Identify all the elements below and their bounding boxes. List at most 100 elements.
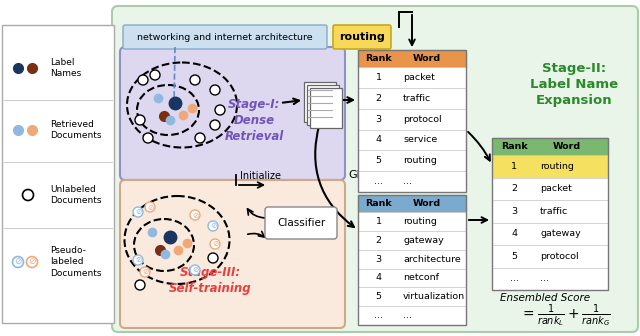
Text: Rank: Rank (500, 142, 527, 151)
Text: 3: 3 (376, 255, 381, 263)
Text: Stage-I:
Dense
Retrieval: Stage-I: Dense Retrieval (225, 98, 284, 143)
Text: 5: 5 (376, 156, 381, 165)
Text: Unlabeled
Documents: Unlabeled Documents (50, 185, 102, 205)
Text: Retrieved
Documents: Retrieved Documents (50, 120, 102, 140)
Text: ⊘: ⊘ (28, 257, 36, 266)
Text: 4: 4 (376, 135, 381, 144)
FancyBboxPatch shape (358, 109, 466, 129)
Circle shape (210, 85, 220, 95)
FancyBboxPatch shape (307, 85, 339, 125)
Text: ⊘: ⊘ (210, 221, 216, 230)
Text: 3: 3 (376, 115, 381, 124)
Text: Stage-II:
Label Name
Expansion: Stage-II: Label Name Expansion (530, 62, 618, 107)
Circle shape (190, 210, 200, 220)
FancyBboxPatch shape (358, 268, 466, 287)
Text: Rank: Rank (365, 199, 392, 208)
Text: 1: 1 (376, 73, 381, 82)
Text: 5: 5 (511, 252, 517, 261)
Text: Ensembled Score: Ensembled Score (500, 293, 590, 303)
Circle shape (143, 133, 153, 143)
Text: $= \frac{1}{rank_L} + \frac{1}{rank_G}$: $= \frac{1}{rank_L} + \frac{1}{rank_G}$ (520, 303, 611, 329)
Text: protocol: protocol (403, 115, 442, 124)
Text: 4: 4 (511, 229, 517, 238)
FancyBboxPatch shape (265, 207, 337, 239)
Circle shape (210, 239, 220, 249)
Text: 1: 1 (376, 217, 381, 226)
FancyBboxPatch shape (358, 212, 466, 231)
Circle shape (133, 207, 143, 217)
Text: ⊘: ⊘ (192, 265, 198, 275)
Circle shape (135, 115, 145, 125)
Text: ...: ... (403, 311, 412, 320)
Text: ⊘: ⊘ (212, 240, 218, 249)
Text: ...: ... (374, 311, 383, 320)
FancyBboxPatch shape (358, 67, 466, 88)
Text: architecture: architecture (403, 255, 461, 263)
Circle shape (13, 256, 24, 267)
FancyBboxPatch shape (492, 177, 608, 200)
FancyBboxPatch shape (492, 267, 608, 290)
Text: ⊘: ⊘ (192, 210, 198, 219)
FancyBboxPatch shape (358, 195, 466, 212)
Text: routing: routing (339, 32, 385, 42)
Text: service: service (403, 135, 437, 144)
Circle shape (190, 265, 200, 275)
Text: ⊘: ⊘ (147, 203, 153, 211)
Text: gateway: gateway (403, 236, 444, 245)
FancyBboxPatch shape (492, 155, 608, 177)
Text: ...: ... (403, 177, 412, 186)
FancyBboxPatch shape (492, 245, 608, 267)
Text: Global: Global (348, 170, 383, 180)
FancyBboxPatch shape (112, 6, 638, 332)
Text: 4: 4 (376, 274, 381, 283)
Circle shape (190, 75, 200, 85)
FancyBboxPatch shape (492, 138, 608, 155)
FancyBboxPatch shape (358, 50, 466, 67)
FancyBboxPatch shape (358, 306, 466, 325)
Circle shape (133, 255, 143, 265)
Circle shape (150, 70, 160, 80)
FancyBboxPatch shape (120, 180, 345, 328)
FancyBboxPatch shape (2, 25, 114, 323)
FancyBboxPatch shape (358, 250, 466, 268)
Circle shape (135, 280, 145, 290)
Text: packet: packet (540, 184, 572, 193)
FancyBboxPatch shape (358, 129, 466, 150)
Circle shape (145, 202, 155, 212)
Text: Word: Word (413, 199, 441, 208)
Circle shape (208, 253, 218, 263)
FancyBboxPatch shape (358, 231, 466, 250)
FancyBboxPatch shape (120, 47, 345, 180)
Text: Label
Names: Label Names (50, 58, 81, 78)
FancyBboxPatch shape (492, 222, 608, 245)
Text: routing: routing (540, 162, 574, 171)
Text: 2: 2 (376, 94, 381, 103)
Text: Classifier: Classifier (277, 218, 325, 228)
Text: 2: 2 (376, 236, 381, 245)
FancyBboxPatch shape (358, 150, 466, 171)
Text: 2: 2 (511, 184, 517, 193)
FancyBboxPatch shape (123, 25, 327, 49)
Text: Word: Word (413, 54, 441, 63)
Text: virtualization: virtualization (403, 292, 465, 301)
Text: traffic: traffic (540, 207, 568, 216)
Text: 3: 3 (511, 207, 517, 216)
Text: netconf: netconf (403, 274, 439, 283)
Text: ...: ... (374, 177, 383, 186)
Text: Word: Word (552, 142, 580, 151)
Circle shape (195, 133, 205, 143)
Text: Rank: Rank (365, 54, 392, 63)
Circle shape (26, 256, 38, 267)
Text: ⊘: ⊘ (14, 257, 22, 266)
Text: ⊘: ⊘ (135, 255, 141, 264)
Text: protocol: protocol (540, 252, 579, 261)
FancyBboxPatch shape (358, 88, 466, 109)
FancyBboxPatch shape (310, 88, 342, 128)
Text: ⊘: ⊘ (142, 267, 148, 277)
Circle shape (208, 221, 218, 231)
Text: Local: Local (370, 88, 399, 98)
Circle shape (22, 190, 33, 201)
Text: Initialize: Initialize (240, 171, 281, 181)
Text: ...: ... (540, 274, 549, 283)
FancyBboxPatch shape (492, 200, 608, 222)
